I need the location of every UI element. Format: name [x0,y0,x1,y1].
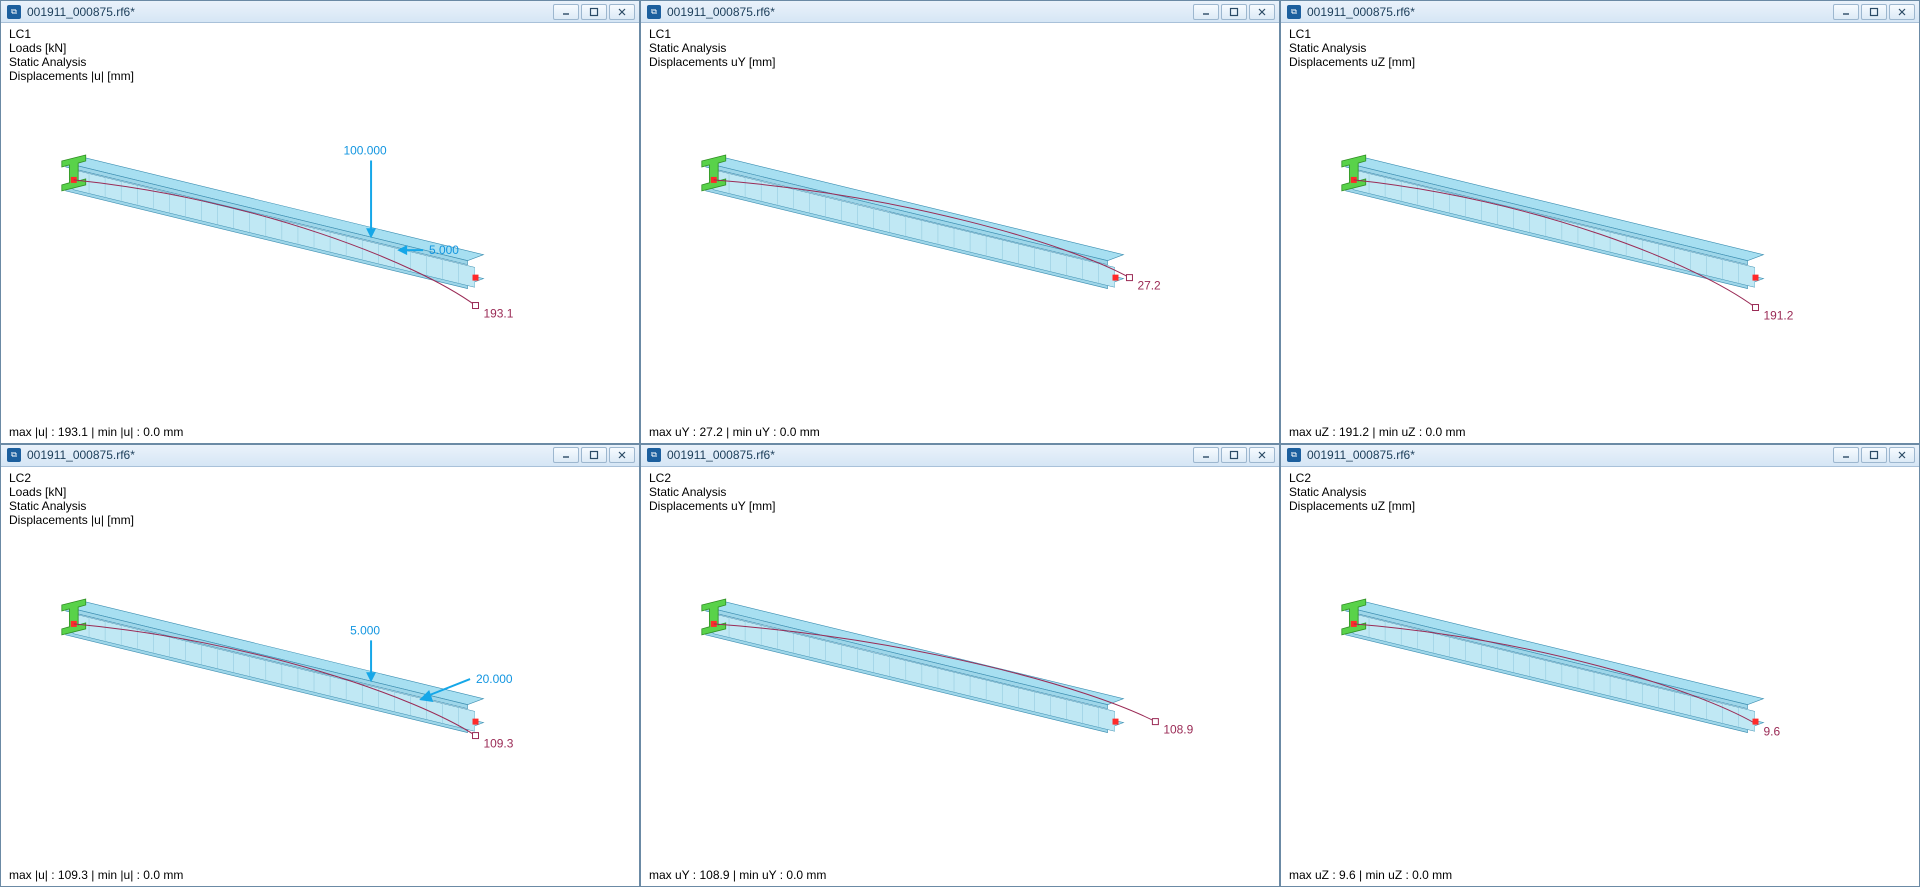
info-line: Static Analysis [1289,41,1415,55]
info-line: Displacements uZ [mm] [1289,499,1415,513]
status-text: max uY : 27.2 | min uY : 0.0 mm [649,425,820,439]
minimize-button[interactable] [553,4,579,20]
app-icon: ⧉ [1287,5,1301,19]
close-button[interactable] [1249,447,1275,463]
window-title: 001911_000875.rf6* [1307,448,1833,462]
window-title: 001911_000875.rf6* [667,5,1193,19]
titlebar[interactable]: ⧉ 001911_000875.rf6* [1281,1,1919,23]
viewport-canvas[interactable]: 108.9 [641,467,1279,887]
titlebar[interactable]: ⧉ 001911_000875.rf6* [1,445,639,467]
viewport-canvas[interactable]: 193.1 100.000 5.000 [1,23,639,443]
viewport-panel: ⧉ 001911_000875.rf6* 108.9 LC2Static Anal… [640,444,1280,887]
info-line: LC2 [9,471,134,485]
maximize-button[interactable] [581,447,607,463]
viewport-info: LC1Loads [kN]Static AnalysisDisplacement… [9,27,134,83]
viewport-info: LC2Loads [kN]Static AnalysisDisplacement… [9,471,134,527]
info-line: Static Analysis [9,499,134,513]
app-icon: ⧉ [7,448,21,462]
info-line: LC1 [1289,27,1415,41]
viewport-canvas[interactable]: 9.6 [1281,467,1919,887]
maximize-button[interactable] [1861,4,1887,20]
close-button[interactable] [609,4,635,20]
window-buttons [553,447,635,463]
viewport-canvas[interactable]: 109.3 5.000 20.000 [1,467,639,887]
window-buttons [1193,4,1275,20]
window-buttons [1833,4,1915,20]
minimize-button[interactable] [1833,4,1859,20]
viewport-panel: ⧉ 001911_000875.rf6* 9.6 LC2Static Analys… [1280,444,1920,887]
app-icon: ⧉ [647,448,661,462]
maximize-button[interactable] [1221,447,1247,463]
viewport-info: LC1Static AnalysisDisplacements uY [mm] [649,27,776,69]
window-buttons [1833,447,1915,463]
window-buttons [1193,447,1275,463]
info-line: Displacements uY [mm] [649,499,776,513]
viewport-panel: ⧉001911_000875.rf6* 193.1 100.000 5.000 … [0,0,640,444]
info-line: LC2 [649,471,776,485]
window-title: 001911_000875.rf6* [667,448,1193,462]
viewport-canvas[interactable]: 191.2 [1281,23,1919,443]
maximize-button[interactable] [1861,447,1887,463]
titlebar[interactable]: ⧉ 001911_000875.rf6* [1,1,639,23]
svg-text:193.1: 193.1 [483,306,513,320]
titlebar[interactable]: ⧉ 001911_000875.rf6* [1281,445,1919,467]
svg-text:5.000: 5.000 [350,623,380,637]
minimize-button[interactable] [1193,4,1219,20]
status-text: max uZ : 191.2 | min uZ : 0.0 mm [1289,425,1466,439]
svg-text:109.3: 109.3 [483,736,513,750]
app-icon: ⧉ [1287,448,1301,462]
info-line: Static Analysis [1289,485,1415,499]
titlebar[interactable]: ⧉ 001911_000875.rf6* [641,445,1279,467]
info-line: LC2 [1289,471,1415,485]
svg-text:20.000: 20.000 [476,672,513,686]
maximize-button[interactable] [1221,4,1247,20]
info-line: Static Analysis [649,485,776,499]
close-button[interactable] [1249,4,1275,20]
info-line: Displacements uZ [mm] [1289,55,1415,69]
viewport-info: LC2Static AnalysisDisplacements uY [mm] [649,471,776,513]
minimize-button[interactable] [553,447,579,463]
status-text: max |u| : 109.3 | min |u| : 0.0 mm [9,868,183,882]
viewport-info: LC1Static AnalysisDisplacements uZ [mm] [1289,27,1415,69]
close-button[interactable] [1889,4,1915,20]
info-line: Loads [kN] [9,41,134,55]
titlebar[interactable]: ⧉ 001911_000875.rf6* [641,1,1279,23]
svg-text:27.2: 27.2 [1137,279,1161,293]
info-line: Displacements |u| [mm] [9,513,134,527]
viewport-info: LC2Static AnalysisDisplacements uZ [mm] [1289,471,1415,513]
info-line: Static Analysis [649,41,776,55]
app-icon: ⧉ [7,5,21,19]
close-button[interactable] [609,447,635,463]
info-line: Static Analysis [9,55,134,69]
viewport-panel: ⧉ 001911_000875.rf6* 27.2 LC1Static Analy… [640,0,1280,444]
svg-text:191.2: 191.2 [1763,308,1793,322]
info-line: Displacements uY [mm] [649,55,776,69]
status-text: max uZ : 9.6 | min uZ : 0.0 mm [1289,868,1452,882]
info-line: LC1 [9,27,134,41]
app-icon: ⧉ [647,5,661,19]
svg-text:5.000: 5.000 [429,243,459,257]
svg-text:9.6: 9.6 [1763,724,1780,738]
info-line: LC1 [649,27,776,41]
minimize-button[interactable] [1833,447,1859,463]
svg-text:100.000: 100.000 [343,144,387,158]
window-title: 001911_000875.rf6* [27,448,553,462]
window-title: 001911_000875.rf6* [27,5,553,19]
maximize-button[interactable] [581,4,607,20]
info-line: Displacements |u| [mm] [9,69,134,83]
viewport-panel: ⧉ 001911_000875.rf6* 191.2 LC1Static Anal… [1280,0,1920,444]
status-text: max uY : 108.9 | min uY : 0.0 mm [649,868,826,882]
close-button[interactable] [1889,447,1915,463]
minimize-button[interactable] [1193,447,1219,463]
info-line: Loads [kN] [9,485,134,499]
panel-grid: ⧉001911_000875.rf6* 193.1 100.000 5.000 … [0,0,1920,887]
svg-text:108.9: 108.9 [1163,722,1193,736]
viewport-panel: ⧉ 001911_000875.rf6* 109.3 5.000 20.000 L… [0,444,640,887]
status-text: max |u| : 193.1 | min |u| : 0.0 mm [9,425,183,439]
window-title: 001911_000875.rf6* [1307,5,1833,19]
window-buttons [553,4,635,20]
viewport-canvas[interactable]: 27.2 [641,23,1279,443]
